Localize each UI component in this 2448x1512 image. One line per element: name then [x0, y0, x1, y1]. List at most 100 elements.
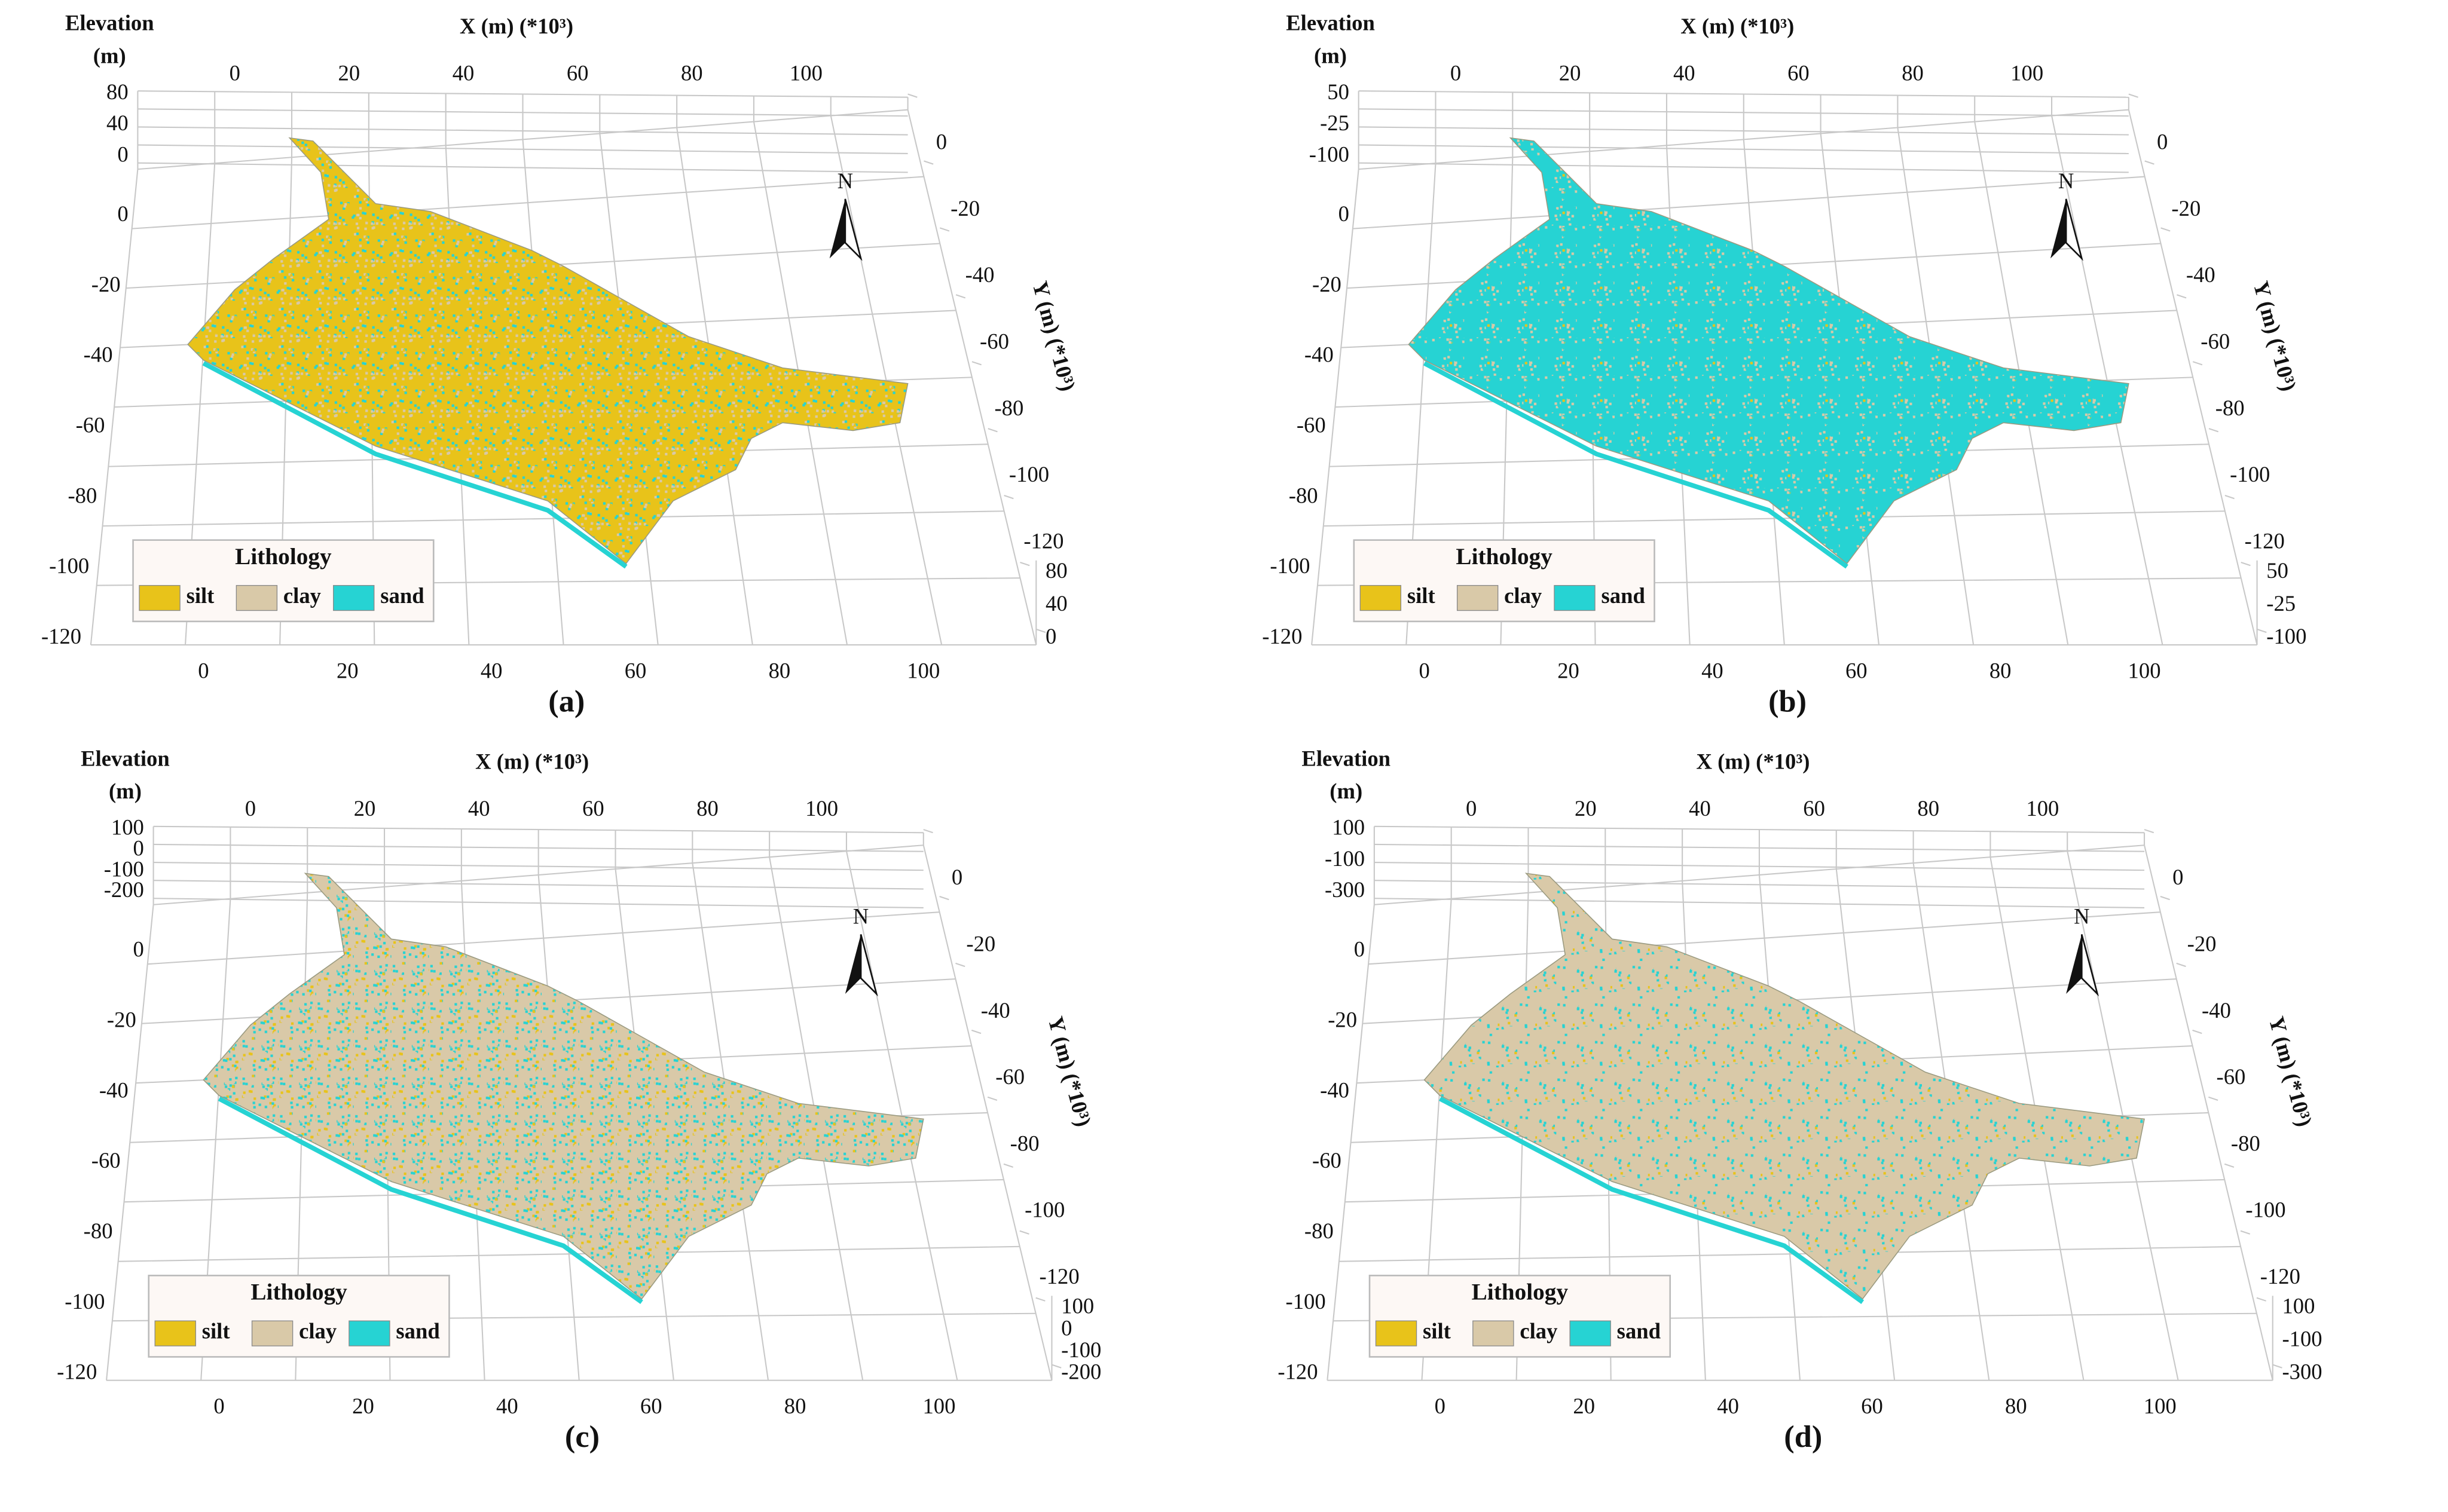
legend-swatch	[333, 584, 375, 611]
grid-line	[2241, 561, 2251, 567]
grid-line	[1052, 1364, 1062, 1369]
grid-line	[922, 844, 1053, 1381]
y-tick-label: -80	[2231, 1131, 2260, 1155]
elevation-tick-label: -300	[2282, 1360, 2322, 1384]
grid-line	[2240, 1230, 2251, 1235]
legend-label: silt	[202, 1319, 231, 1343]
surface-edge	[1438, 1096, 1865, 1304]
x-tick-label: 20	[338, 60, 360, 85]
grid-line	[2177, 294, 2187, 299]
grid-line	[987, 1096, 998, 1101]
x-tick-label: 0	[1419, 659, 1429, 683]
legend-label: silt	[1423, 1319, 1451, 1343]
grid-line	[1358, 144, 2129, 155]
y-tick-label: -100	[1270, 553, 1310, 578]
panel-label: (d)	[1784, 1419, 1822, 1454]
x-tick-label: 60	[567, 60, 589, 85]
elevation-tick-label: 100	[2282, 1294, 2315, 1318]
grid-line	[939, 227, 950, 232]
grid-line	[830, 115, 943, 645]
x-tick-label: 80	[1989, 659, 2012, 683]
grid-line	[2192, 1029, 2202, 1034]
y-tick-label: -80	[994, 396, 1023, 420]
panel-label: (c)	[565, 1419, 600, 1454]
legend-box	[1353, 539, 1655, 623]
surface-edge	[1423, 361, 1848, 569]
x-tick-label: 80	[2005, 1394, 2027, 1418]
grid-line	[90, 169, 139, 645]
north-arrow	[2050, 198, 2067, 259]
y-tick-label: -20	[1312, 272, 1341, 296]
y-tick-label: -100	[1286, 1289, 1326, 1314]
model-surface	[203, 873, 924, 1300]
elevation-tick-label: 0	[117, 142, 128, 167]
y-tick-label: -100	[1025, 1198, 1065, 1222]
y-tick-label: 0	[133, 937, 144, 962]
legend-swatch	[1472, 1320, 1514, 1346]
legend-label: sand	[380, 583, 424, 608]
x-tick-label: 40	[1689, 796, 1711, 821]
grid-line	[2208, 1096, 2218, 1101]
grid-line	[1374, 898, 2145, 909]
x-tick-label: 60	[625, 659, 647, 683]
legend-box	[1368, 1274, 1671, 1358]
grid-line	[955, 294, 966, 299]
legend-label: silt	[1407, 583, 1436, 608]
y-tick-label: -40	[1304, 342, 1334, 367]
grid-line	[1311, 169, 1359, 645]
elevation-tick-label: 100	[1061, 1294, 1094, 1318]
grid-line	[137, 162, 908, 173]
legend-label: sand	[1617, 1319, 1661, 1343]
legend-label: clay	[1504, 583, 1542, 608]
x-tick-label: 100	[907, 659, 940, 683]
legend-title: Lithology	[235, 544, 332, 570]
legend-label: silt	[187, 583, 215, 608]
x-tick-label: 20	[337, 659, 359, 683]
grid-line	[2160, 227, 2171, 232]
y-tick-label: -100	[65, 1289, 105, 1314]
elevation-tick-label: -25	[1320, 111, 1349, 135]
panel: Elevation (m) X (m) (*10³) Y (m) (*10³) (c) 0…	[57, 746, 1101, 1454]
north-arrow	[2066, 934, 2082, 994]
elevation-label: Elevation	[1286, 11, 1375, 35]
x-tick-label: 100	[790, 60, 823, 85]
elevation-tick-label: 50	[2266, 558, 2288, 583]
model-surface	[187, 137, 909, 565]
grid-line	[924, 160, 934, 165]
grid-line	[2257, 628, 2267, 633]
grid-line	[1358, 162, 2129, 173]
legend-label: sand	[396, 1319, 439, 1343]
elevation-tick-label: -100	[2282, 1327, 2322, 1351]
x-tick-label: 40	[496, 1394, 518, 1418]
y-tick-label: -120	[41, 624, 81, 648]
grid-line	[971, 1029, 982, 1034]
x-tick-label: 0	[198, 659, 209, 683]
y-tick-label: -60	[76, 413, 105, 437]
grid-line	[1327, 904, 1375, 1381]
y-axis-label: Y (m) (*10³)	[2264, 1014, 2317, 1129]
y-tick-label: -40	[981, 998, 1010, 1023]
y-tick-label: 0	[936, 130, 947, 154]
grid-line	[2256, 1297, 2266, 1302]
grid-line	[153, 880, 924, 890]
y-tick-label: -80	[68, 483, 97, 507]
grid-line	[1035, 628, 1046, 633]
x-axis-label: X (m) (*10³)	[1696, 749, 1810, 773]
y-tick-label: -40	[965, 262, 995, 287]
grid-line	[1019, 1230, 1029, 1235]
y-tick-label: -40	[1320, 1078, 1349, 1102]
y-tick-label: 0	[1338, 201, 1349, 226]
panel: Elevation (m) X (m) (*10³) Y (m) (*10³) (a) 0…	[41, 11, 1081, 719]
legend-swatch	[251, 1320, 294, 1346]
y-tick-label: -20	[2187, 932, 2217, 956]
x-axis-label: X (m) (*10³)	[460, 14, 573, 38]
legend-box	[132, 539, 435, 623]
y-tick-label: -20	[107, 1008, 136, 1032]
panel-label: (a)	[548, 684, 585, 719]
elevation-tick-label: 0	[1061, 1315, 1072, 1340]
x-tick-label: 100	[2026, 796, 2059, 821]
grid-line	[1358, 90, 2129, 98]
grid-line	[2224, 1163, 2235, 1168]
